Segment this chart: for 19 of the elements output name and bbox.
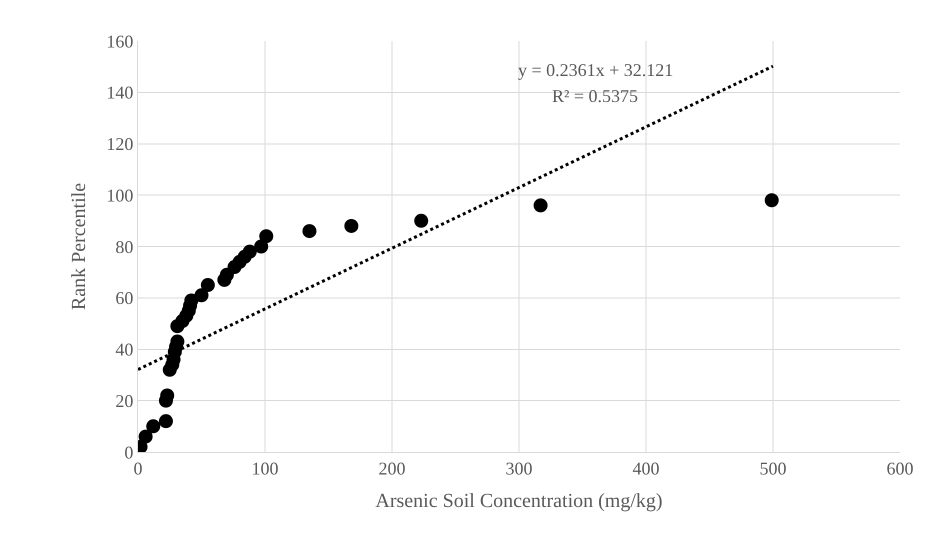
- y-tick-label: 100: [106, 185, 134, 206]
- y-tick-label: 40: [115, 340, 134, 360]
- y-tick-label: 120: [106, 134, 134, 154]
- x-tick-label: 600: [886, 458, 914, 479]
- x-tick-label: 400: [632, 458, 660, 479]
- y-axis-title: Rank Percentile: [68, 182, 90, 310]
- y-tick-label: 80: [115, 236, 134, 257]
- y-tick-label: 160: [106, 31, 134, 52]
- y-tick-label: 20: [115, 390, 134, 411]
- annotation: y = 0.2361x + 32.121: [518, 60, 674, 80]
- x-tick-label: 300: [506, 458, 532, 479]
- x-tick-label: 500: [760, 458, 786, 479]
- x-tick-label: 100: [252, 458, 278, 479]
- x-axis-title: Arsenic Soil Concentration (mg/kg): [375, 490, 663, 512]
- annotation: R² = 0.5375: [552, 86, 638, 106]
- x-tick-label: 200: [378, 458, 406, 479]
- y-tick-label: 0: [124, 442, 134, 462]
- y-tick-label: 60: [115, 288, 134, 308]
- y-tick-label: 140: [106, 82, 134, 103]
